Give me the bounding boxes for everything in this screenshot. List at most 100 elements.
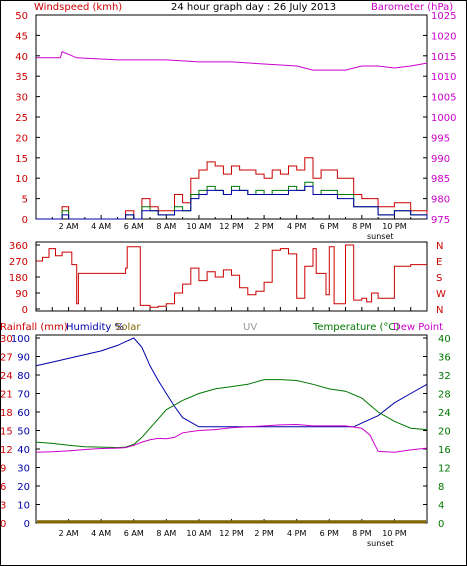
rain-y-tick-label: 9 (0, 464, 6, 475)
humidity-y-tick-label: 60 (17, 408, 30, 419)
dir-y-tick-label: 180 (9, 273, 28, 284)
windspeed-label: Windspeed (kmh) (34, 2, 122, 13)
temperature-label: Temperature (°C) (312, 322, 399, 333)
rain-y-tick-label: 27 (0, 353, 13, 364)
panel-direction-frame (35, 241, 428, 312)
rain-y-tick-label: 24 (0, 371, 13, 382)
x-tick-label: 10 PM (382, 222, 407, 231)
wind-y-tick-label: 35 (15, 72, 28, 83)
baro-y-tick-label: 1000 (431, 113, 456, 124)
temp-y-tick-label: 12 (438, 464, 451, 475)
x-tick-label: 10 PM (382, 529, 407, 538)
dir-y-tick-label: 270 (9, 257, 28, 268)
temp-y-tick-label: 16 (438, 445, 451, 456)
x-tick-label: 8 PM (352, 529, 371, 538)
series-wind (36, 181, 428, 220)
x-tick-label: 2 PM (254, 529, 273, 538)
rain-y-tick-label: 18 (0, 408, 13, 419)
wind-y-tick-label: 0 (22, 215, 28, 226)
sunset-label-top: sunset (367, 232, 394, 241)
humidity-y-tick-label: 0 (24, 519, 30, 530)
x-tick-label: 6 AM (124, 529, 144, 538)
x-tick-label: 12 PM (219, 529, 244, 538)
dir-y-tick-label: 360 (9, 241, 28, 252)
wind-y-tick-label: 10 (15, 174, 28, 185)
baro-y-tick-label: 975 (431, 215, 450, 226)
barometer-label: Barometer (hPa) (371, 2, 453, 13)
humidity-label: Humidity % (66, 322, 124, 333)
humidity-y-tick-label: 100 (11, 334, 30, 345)
x-tick-label: 4 PM (287, 222, 306, 231)
series-barometer (36, 51, 428, 71)
compass-label: W (436, 289, 446, 300)
temperature-panel: 0 0 0 3 10 4 6 20 8 9 30 12 12 40 16 15 50 20 18 60 24 21 70 28… (0, 334, 451, 538)
compass-label: E (436, 257, 442, 268)
compass-label: S (436, 273, 442, 284)
rain-y-tick-label: 12 (0, 445, 13, 456)
temp-y-tick-label: 36 (438, 353, 451, 364)
baro-y-tick-label: 1005 (431, 93, 456, 104)
rain-y-tick-label: 15 (0, 427, 13, 438)
baro-y-tick-label: 1015 (431, 52, 456, 63)
compass-label: N (436, 241, 443, 252)
series-average (36, 185, 428, 220)
baro-y-tick-label: 1020 (431, 31, 456, 42)
x-tick-label: 6 AM (124, 222, 144, 231)
temp-y-tick-label: 20 (438, 427, 451, 438)
baro-y-tick-label: 1010 (431, 72, 456, 83)
solar-label: Solar (115, 322, 141, 333)
humidity-y-tick-label: 10 (17, 501, 30, 512)
compass-label: N (436, 305, 443, 316)
dir-y-tick-label: 90 (15, 289, 28, 300)
humidity-y-tick-label: 80 (17, 371, 30, 382)
humidity-y-tick-label: 20 (17, 482, 30, 493)
uv-label: UV (243, 322, 257, 333)
humidity-y-tick-label: 40 (17, 445, 30, 456)
x-tick-label: 4 AM (91, 222, 111, 231)
series-temperature (35, 379, 428, 449)
series-solar (37, 520, 426, 524)
wind-y-tick-label: 15 (15, 154, 28, 165)
wind-y-tick-label: 30 (15, 93, 28, 104)
rain-y-tick-label: 3 (0, 501, 6, 512)
humidity-y-tick-label: 50 (17, 427, 30, 438)
temp-y-tick-label: 4 (438, 501, 444, 512)
rain-y-tick-label: 0 (0, 519, 6, 530)
x-tick-label: 2 PM (254, 222, 273, 231)
wind-y-tick-label: 45 (15, 31, 28, 42)
x-tick-label: 8 AM (156, 529, 176, 538)
temp-y-tick-label: 0 (438, 519, 444, 530)
baro-y-tick-label: 985 (431, 174, 450, 185)
temp-y-tick-label: 8 (438, 482, 444, 493)
wind-y-tick-label: 40 (15, 52, 28, 63)
x-tick-label: 2 AM (59, 529, 79, 538)
x-tick-label: 4 PM (287, 529, 306, 538)
x-tick-label: 10 AM (186, 529, 211, 538)
rain-y-tick-label: 21 (0, 390, 13, 401)
wind-y-tick-label: 5 (22, 195, 28, 206)
wind-y-tick-label: 50 (15, 11, 28, 22)
temp-y-tick-label: 32 (438, 371, 451, 382)
sunset-label-bottom: sunset (367, 539, 394, 548)
baro-y-tick-label: 1025 (431, 11, 456, 22)
rain-y-tick-label: 30 (0, 334, 13, 345)
x-tick-label: 2 AM (59, 222, 79, 231)
humidity-y-tick-label: 90 (17, 353, 30, 364)
x-tick-label: 4 AM (91, 529, 111, 538)
x-tick-label: 6 PM (320, 529, 339, 538)
series-direction (36, 244, 427, 308)
wind-panel: 0510152025303540455097598098599099510001… (15, 11, 456, 231)
x-tick-label: 8 AM (156, 222, 176, 231)
rain-y-tick-label: 6 (0, 482, 6, 493)
dewpoint-label: Dew Point (393, 322, 443, 333)
baro-y-tick-label: 990 (431, 154, 450, 165)
humidity-y-tick-label: 30 (17, 464, 30, 475)
wind-y-tick-label: 25 (15, 113, 28, 124)
wind-y-tick-label: 20 (15, 133, 28, 144)
series-dew-point (35, 423, 428, 453)
rainfall-label: Rainfall (mm) (0, 322, 68, 333)
panel-temp-frame (35, 334, 428, 524)
x-tick-label: 8 PM (352, 222, 371, 231)
humidity-y-tick-label: 70 (17, 390, 30, 401)
